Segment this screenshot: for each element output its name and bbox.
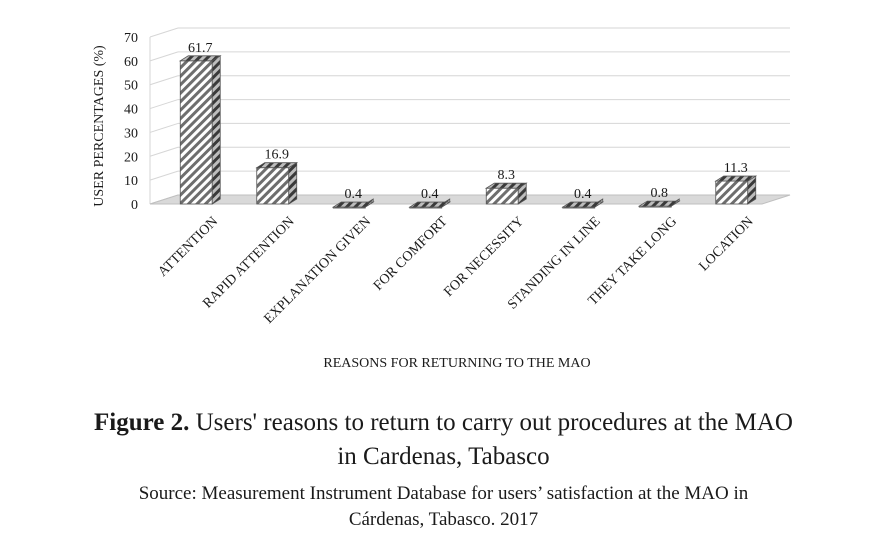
bar: [561, 198, 605, 209]
bar-top: [255, 162, 299, 169]
figure-label: Figure 2.: [93, 409, 190, 436]
bar-top: [484, 182, 528, 189]
bar: [178, 55, 222, 205]
y-tick-label: 40: [124, 103, 138, 118]
data-label: 16.9: [265, 148, 290, 163]
data-label: 11.3: [724, 161, 748, 176]
gridline-depth: [149, 99, 179, 110]
bar-front: [485, 187, 519, 205]
data-label: 0.4: [345, 187, 363, 202]
bar-chart: 0 10 20 30 40 50 60 70 61.7 16.9 0.4 0.4 8.3 0.4 0.8 1…: [92, 27, 791, 371]
data-label: 61.7: [188, 41, 213, 56]
gridline-depth: [149, 75, 179, 86]
bars: [178, 55, 758, 209]
x-tick-label: LOCATION: [696, 214, 756, 274]
data-label: 0.4: [574, 187, 592, 202]
bar-front: [715, 180, 749, 205]
y-tick-label: 10: [124, 174, 138, 189]
x-axis-title: REASONS FOR RETURNING TO THE MAO: [323, 356, 590, 371]
bar-top: [408, 201, 452, 208]
bar: [408, 198, 452, 209]
data-labels: 61.7 16.9 0.4 0.4 8.3 0.4 0.8 11.3: [188, 41, 748, 202]
x-tick-label: FOR COMFORT: [371, 214, 451, 294]
bar: [255, 161, 299, 205]
bar: [331, 198, 375, 209]
bar-side: [211, 55, 221, 205]
bar-top: [637, 200, 681, 207]
y-tick-label: 0: [131, 198, 138, 213]
floor: [149, 194, 791, 205]
x-tick-label: ATTENTION: [155, 214, 221, 280]
figure-source: Source: Measurement Instrument Database …: [138, 483, 749, 504]
bar-top: [561, 201, 605, 208]
bar-front: [256, 167, 290, 205]
x-tick-label: FOR NECESSITY: [441, 214, 527, 300]
bar-front: [179, 60, 213, 205]
y-axis-ticks: 0 10 20 30 40 50 60 70: [124, 31, 138, 213]
gridline-depth: [149, 51, 179, 62]
y-tick-label: 30: [124, 126, 138, 141]
data-label: 0.4: [421, 187, 439, 202]
figure-caption-text: Users' reasons to return to carry out pr…: [189, 409, 793, 436]
figure-source-line2: Cárdenas, Tabasco. 2017: [348, 509, 539, 530]
y-tick-label: 20: [124, 150, 138, 165]
bar-side: [288, 161, 298, 205]
gridline-depth: [149, 122, 179, 133]
bar-top: [331, 201, 375, 208]
gridline-depth: [149, 170, 179, 181]
chart-floor: [149, 194, 791, 205]
figure-caption-line2: in Cardenas, Tabasco: [337, 443, 550, 470]
y-axis-title: USER PERCENTAGES (%): [92, 45, 107, 207]
gridlines: [149, 27, 790, 205]
bar-top: [178, 55, 222, 62]
y-tick-label: 70: [124, 31, 138, 46]
gridline-depth: [149, 27, 179, 38]
figure-caption: Figure 2. Users' reasons to return to ca…: [0, 408, 887, 438]
data-label: 0.8: [651, 186, 669, 201]
bar: [484, 182, 528, 205]
bar-top: [714, 175, 758, 182]
bar: [637, 198, 681, 208]
y-tick-label: 50: [124, 79, 138, 94]
gridline-depth: [149, 146, 179, 157]
data-label: 8.3: [498, 168, 516, 183]
y-tick-label: 60: [124, 55, 138, 70]
bar: [714, 175, 758, 205]
